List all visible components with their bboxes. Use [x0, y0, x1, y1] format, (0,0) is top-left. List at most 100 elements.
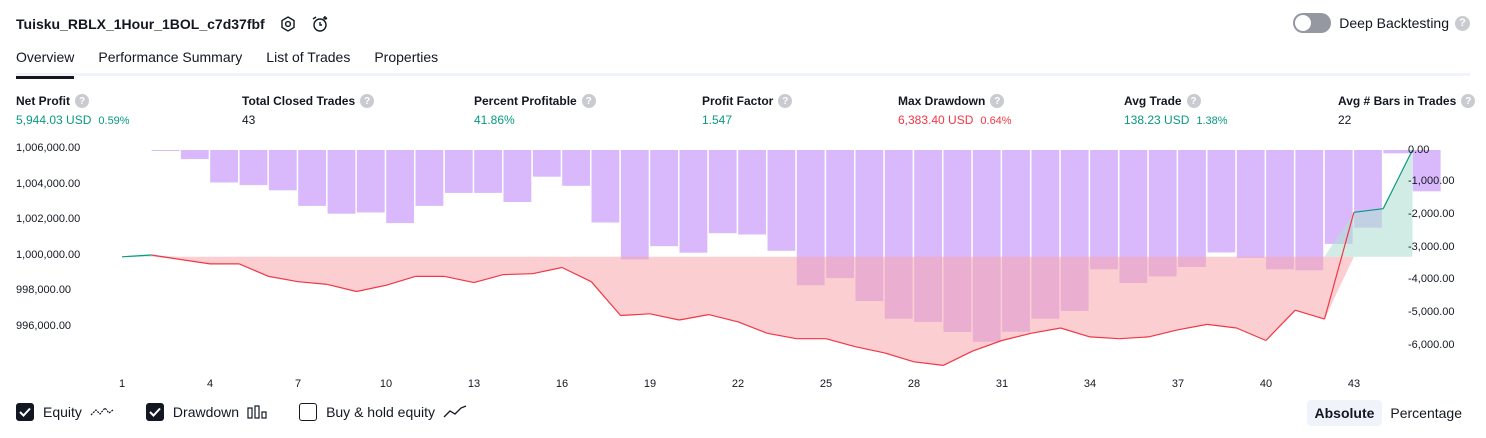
- help-icon[interactable]: ?: [1455, 15, 1470, 31]
- legend-label: Equity: [43, 404, 82, 420]
- deep-backtesting-label: Deep Backtesting: [1339, 15, 1449, 31]
- equity-line-segment: [855, 346, 885, 354]
- metric-value: 138.23 USD: [1124, 113, 1190, 127]
- equity-line-segment: [121, 254, 152, 258]
- equity-line-segment: [444, 275, 475, 284]
- metric-percent-profitable: Percent Profitable? 41.86%: [474, 93, 596, 127]
- percentage-button[interactable]: Percentage: [1390, 405, 1462, 421]
- metric-label: Percent Profitable: [474, 94, 577, 108]
- add-alert-icon[interactable]: [311, 15, 329, 33]
- drawdown-bar: [386, 150, 414, 224]
- drawdown-bar: [474, 150, 502, 193]
- equity-line-segment: [1119, 336, 1149, 340]
- legend-buy-hold[interactable]: Buy & hold equity: [299, 403, 467, 421]
- equity-line-segment: [679, 314, 709, 321]
- legend-label: Drawdown: [172, 404, 240, 420]
- right-axis-tick: -6,000.00: [1408, 339, 1455, 351]
- help-icon[interactable]: ?: [1186, 94, 1201, 108]
- drawdown-bar: [1266, 150, 1294, 270]
- equity-checkbox[interactable]: [16, 403, 34, 421]
- tab-list-of-trades[interactable]: List of Trades: [266, 49, 351, 65]
- x-axis-tick: 34: [1083, 378, 1097, 390]
- drawdown-bar: [210, 150, 238, 183]
- left-axis-tick: 1,000,000.00: [16, 249, 81, 261]
- equity-line-segment: [1265, 309, 1296, 341]
- x-axis-tick: 19: [643, 378, 657, 390]
- drawdown-bar: [1207, 150, 1236, 253]
- metric-label: Profit Factor: [702, 94, 774, 108]
- deep-backtesting-toggle[interactable]: [1293, 13, 1332, 33]
- tab-performance-summary[interactable]: Performance Summary: [98, 49, 243, 65]
- equity-line-segment: [942, 350, 973, 366]
- equity-line-segment: [180, 258, 211, 265]
- absolute-button[interactable]: Absolute: [1306, 400, 1383, 426]
- metric-profit-factor: Profit Factor? 1.547: [702, 93, 793, 127]
- drawdown-bar: [1412, 150, 1441, 192]
- right-axis-tick: -5,000.00: [1408, 306, 1455, 318]
- right-axis-tick: -4,000.00: [1408, 273, 1455, 285]
- buy-hold-checkbox[interactable]: [299, 403, 318, 421]
- drawdown-bar: [620, 150, 649, 260]
- equity-line-segment: [708, 314, 739, 323]
- help-icon[interactable]: ?: [778, 94, 793, 108]
- equity-line-segment: [356, 284, 387, 293]
- metric-label: Max Drawdown: [898, 94, 986, 108]
- help-icon[interactable]: ?: [360, 94, 375, 108]
- equity-line-segment: [884, 352, 915, 363]
- left-axis-tick: 1,006,000.00: [16, 142, 81, 154]
- help-icon[interactable]: ?: [990, 94, 1005, 108]
- equity-line-segment: [913, 361, 944, 366]
- equity-line-segment: [1236, 327, 1267, 342]
- help-icon[interactable]: ?: [1461, 94, 1476, 108]
- right-axis-tick: -2,000.00: [1408, 208, 1455, 220]
- tab-properties[interactable]: Properties: [374, 49, 439, 65]
- tab-bar: Overview Performance Summary List of Tra…: [16, 44, 1470, 79]
- x-axis-tick: 40: [1259, 378, 1273, 390]
- drawdown-bars-icon: [247, 405, 267, 419]
- x-axis-tick: 16: [555, 378, 569, 390]
- drawdown-bar: [679, 150, 708, 253]
- equity-line-segment: [268, 275, 299, 283]
- buy-hold-line-icon: [443, 405, 467, 419]
- drawdown-bar: [826, 150, 854, 279]
- x-axis-tick: 10: [379, 378, 393, 390]
- strategy-header: Tuisku_RBLX_1Hour_1BOL_c7d37fbf: [16, 12, 329, 36]
- x-axis-tick: 43: [1347, 378, 1361, 390]
- legend-equity[interactable]: Equity: [16, 403, 114, 421]
- drawdown-checkbox[interactable]: [145, 403, 164, 421]
- legend-drawdown[interactable]: Drawdown: [145, 403, 267, 421]
- left-axis-tick: 998,000.00: [16, 284, 72, 296]
- metric-value: 41.86%: [474, 113, 515, 127]
- drawdown-bar: [444, 150, 473, 193]
- metric-percent: 0.64%: [980, 115, 1012, 127]
- x-axis-tick: 1: [118, 378, 126, 390]
- metric-label: Total Closed Trades: [242, 94, 356, 108]
- metric-label: Net Profit: [16, 94, 70, 108]
- x-axis-tick: 28: [907, 378, 921, 390]
- equity-line-segment: [1001, 332, 1032, 342]
- equity-line-segment: [561, 266, 592, 283]
- left-axis-tick: 1,004,000.00: [16, 178, 81, 190]
- equity-line-segment: [1177, 323, 1208, 331]
- metric-value: 43: [242, 113, 256, 127]
- equity-fill-below: [122, 256, 1413, 366]
- equity-line-segment: [620, 313, 650, 317]
- left-axis-tick: 996,000.00: [16, 320, 72, 332]
- drawdown-bar: [1383, 150, 1412, 154]
- legend-label: Buy & hold equity: [326, 404, 436, 420]
- help-icon[interactable]: ?: [581, 94, 596, 108]
- help-icon[interactable]: ?: [75, 94, 89, 108]
- drawdown-bar: [1295, 150, 1324, 271]
- drawdown-bar: [298, 150, 326, 206]
- x-axis-tick: 25: [819, 378, 833, 390]
- drawdown-bar: [239, 150, 268, 186]
- left-axis-tick: 1,002,000.00: [16, 213, 81, 225]
- tab-overview[interactable]: Overview: [16, 44, 75, 79]
- drawdown-bar: [738, 150, 766, 235]
- metric-percent: 0.59%: [98, 115, 130, 127]
- settings-icon[interactable]: [279, 15, 297, 33]
- x-axis-tick: 31: [995, 378, 1009, 390]
- drawdown-bar: [562, 150, 590, 186]
- equity-line-segment: [297, 281, 328, 285]
